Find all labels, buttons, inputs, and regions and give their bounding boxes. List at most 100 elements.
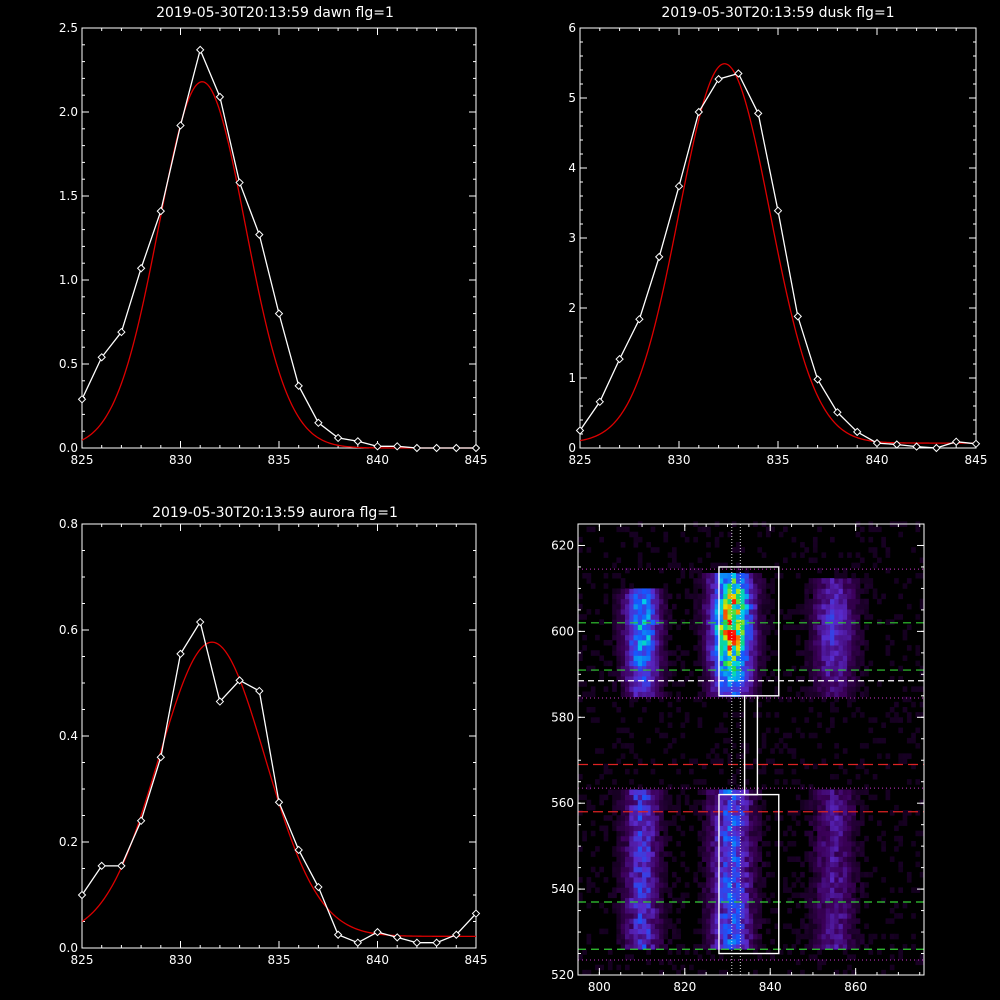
image-pixel bbox=[659, 856, 664, 862]
aurora-data-point bbox=[432, 938, 441, 947]
image-pixel bbox=[753, 825, 758, 832]
image-pixel bbox=[757, 892, 763, 899]
image-pixel bbox=[842, 840, 848, 847]
image-pixel bbox=[842, 650, 848, 656]
image-pixel bbox=[817, 923, 822, 930]
image-pixel bbox=[842, 882, 848, 888]
image-pixel bbox=[701, 670, 707, 677]
image-pixel bbox=[582, 835, 587, 842]
image-pixel bbox=[774, 743, 780, 749]
image-pixel bbox=[701, 526, 707, 533]
image-pixel bbox=[629, 918, 634, 924]
image-pixel bbox=[753, 789, 758, 795]
image-pixel bbox=[757, 593, 763, 600]
image-pixel bbox=[864, 768, 869, 775]
image-pixel bbox=[851, 686, 857, 692]
image-pixel bbox=[706, 861, 711, 868]
image-pixel bbox=[812, 583, 818, 589]
image-pixel bbox=[650, 856, 656, 862]
image-pixel bbox=[817, 598, 822, 605]
image-pixel bbox=[812, 619, 818, 625]
image-pixel bbox=[616, 794, 622, 801]
image-pixel bbox=[620, 820, 626, 826]
image-pixel bbox=[620, 815, 626, 821]
image-pixel bbox=[894, 578, 899, 584]
image-pixel bbox=[676, 810, 681, 816]
image-pixel bbox=[714, 681, 720, 687]
image-pixel bbox=[654, 820, 660, 826]
image-pixel bbox=[706, 686, 711, 692]
image-pixel bbox=[765, 655, 771, 661]
image-pixel bbox=[830, 676, 835, 682]
image-pixel bbox=[770, 583, 775, 589]
image-pixel bbox=[714, 598, 720, 605]
image-pixel bbox=[701, 614, 707, 620]
image-pixel bbox=[838, 609, 844, 615]
image-pixel bbox=[812, 681, 818, 687]
image-pixel bbox=[667, 794, 673, 801]
image-pixel bbox=[812, 789, 818, 795]
image-pixel bbox=[812, 928, 818, 935]
image-pixel bbox=[855, 598, 861, 605]
image-pixel bbox=[629, 913, 634, 919]
image-pixel bbox=[710, 840, 716, 847]
image-pixel bbox=[761, 650, 767, 656]
image-pixel bbox=[624, 665, 630, 672]
image-pixel bbox=[859, 712, 865, 718]
image-pixel bbox=[731, 660, 737, 667]
image-pixel bbox=[701, 882, 707, 888]
image-pixel bbox=[723, 918, 728, 924]
image-pixel bbox=[774, 923, 780, 930]
image-pixel bbox=[817, 629, 822, 636]
dawn-data-point bbox=[452, 443, 461, 453]
image-pixel bbox=[834, 799, 839, 806]
image-pixel bbox=[761, 603, 767, 610]
image-pixel bbox=[616, 619, 622, 625]
image-pixel bbox=[834, 706, 839, 713]
image-pixel bbox=[817, 877, 822, 883]
image-pixel bbox=[834, 866, 839, 873]
image-pixel bbox=[710, 676, 716, 682]
image-pixel bbox=[838, 639, 844, 646]
image-pixel bbox=[578, 655, 583, 661]
image-pixel bbox=[795, 779, 801, 785]
image-pixel bbox=[654, 727, 660, 734]
aurora-xtick-label: 845 bbox=[465, 953, 488, 967]
image-pixel bbox=[838, 918, 844, 924]
image-pixel bbox=[753, 820, 758, 826]
image-pixel bbox=[710, 918, 716, 924]
image-pixel bbox=[642, 799, 647, 806]
image-pixel bbox=[727, 913, 733, 919]
image-pixel bbox=[847, 789, 852, 795]
image-pixel bbox=[650, 825, 656, 832]
image-pixel bbox=[783, 779, 788, 785]
image-pixel bbox=[838, 907, 844, 914]
image-pixel bbox=[650, 681, 656, 687]
image-pixel bbox=[740, 840, 745, 847]
image-pixel bbox=[701, 969, 707, 976]
image-pixel bbox=[744, 799, 750, 806]
image-pixel bbox=[736, 712, 741, 718]
image-pixel bbox=[714, 542, 720, 548]
image-pixel bbox=[744, 856, 750, 862]
image-pixel bbox=[646, 959, 652, 966]
image-pixel bbox=[812, 655, 818, 661]
image-pixel bbox=[663, 665, 669, 672]
dusk-data-point bbox=[971, 439, 981, 449]
image-pixel bbox=[812, 923, 818, 930]
image-pixel bbox=[744, 748, 750, 754]
dawn-ytick-label: 2.0 bbox=[59, 105, 78, 119]
image-pixel bbox=[646, 676, 652, 682]
image-pixel bbox=[706, 897, 711, 904]
image-pixel bbox=[620, 846, 626, 852]
image-pixel bbox=[842, 866, 848, 873]
image-pixel bbox=[761, 588, 767, 594]
image-pixel bbox=[701, 676, 707, 682]
image-pixel bbox=[787, 907, 792, 914]
image-pixel bbox=[804, 856, 810, 862]
image-pixel bbox=[761, 578, 767, 584]
image-pixel bbox=[676, 593, 681, 600]
image-pixel bbox=[637, 665, 643, 672]
image-pixel bbox=[676, 645, 681, 651]
